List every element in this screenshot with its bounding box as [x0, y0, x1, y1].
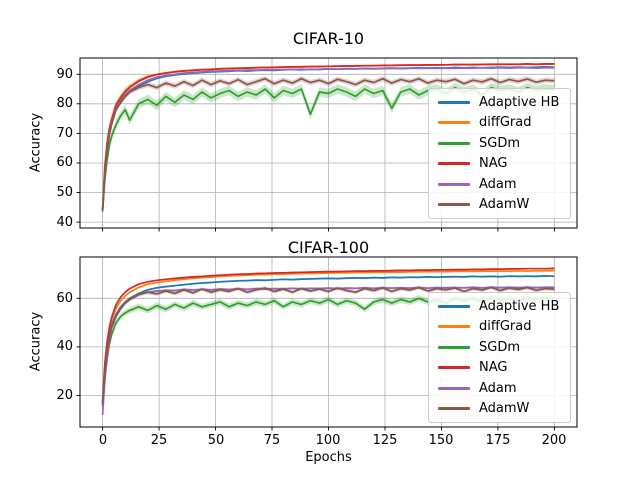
legend-line-sample [438, 162, 470, 166]
legend-item: AdamW [438, 401, 561, 416]
legend-label: Adam [479, 380, 517, 396]
xtick-label: 50 [207, 433, 225, 448]
legend-item: NAG [438, 360, 561, 375]
legend-label: AdamW [479, 197, 530, 213]
legend-line-sample [438, 182, 470, 186]
legend-label: Adam [479, 176, 517, 192]
legend-line-sample [438, 325, 470, 329]
legend-bottom: Adaptive HB diffGrad SGDm NAG Adam AdamW [428, 292, 571, 423]
legend-top: Adaptive HB diffGrad SGDm NAG Adam AdamW [428, 88, 571, 219]
x-axis-label: Epochs [305, 450, 352, 465]
legend-item: AdamW [438, 197, 561, 212]
xtick-label: 175 [485, 433, 511, 448]
ytick-label: 60 [56, 291, 73, 306]
chart-title-cifar10: CIFAR-10 [292, 29, 365, 48]
legend-line-sample [438, 366, 470, 370]
legend-line-sample [438, 345, 470, 349]
xtick-label: 150 [428, 433, 454, 448]
legend-label: diffGrad [479, 319, 532, 335]
legend-line-sample [438, 386, 470, 390]
xtick-label: 100 [315, 433, 341, 448]
legend-line-sample [438, 304, 470, 308]
ytick-label: 40 [56, 215, 73, 230]
legend-line-sample [438, 100, 470, 104]
legend-label: diffGrad [479, 115, 532, 131]
legend-label: Adaptive HB [479, 94, 560, 110]
legend-item: Adam [438, 177, 561, 192]
legend-item: Adam [438, 381, 561, 396]
ytick-label: 90 [56, 67, 73, 82]
ytick-label: 40 [56, 339, 73, 354]
chart-title-cifar100: CIFAR-100 [287, 238, 370, 257]
ytick-label: 50 [56, 185, 73, 200]
legend-item: diffGrad [438, 115, 561, 130]
legend-label: Adaptive HB [479, 298, 560, 314]
legend-item: diffGrad [438, 319, 561, 334]
legend-item: NAG [438, 156, 561, 171]
legend-label: NAG [479, 360, 508, 376]
xtick-label: 200 [541, 433, 567, 448]
ytick-label: 60 [56, 155, 73, 170]
legend-label: SGDm [479, 339, 520, 355]
xtick-label: 25 [150, 433, 168, 448]
ytick-label: 80 [56, 96, 73, 111]
legend-item: SGDm [438, 340, 561, 355]
legend-item: Adaptive HB [438, 299, 561, 314]
legend-item: Adaptive HB [438, 95, 561, 110]
legend-line-sample [438, 203, 470, 207]
ytick-label: 20 [56, 388, 73, 403]
ytick-label: 70 [56, 126, 73, 141]
xtick-label: 75 [263, 433, 281, 448]
legend-line-sample [438, 141, 470, 145]
legend-label: SGDm [479, 135, 520, 151]
legend-line-sample [438, 121, 470, 125]
legend-label: AdamW [479, 401, 530, 417]
legend-item: SGDm [438, 136, 561, 151]
legend-label: NAG [479, 156, 508, 172]
legend-line-sample [438, 407, 470, 411]
xtick-label: 0 [98, 433, 108, 448]
xtick-label: 125 [372, 433, 398, 448]
